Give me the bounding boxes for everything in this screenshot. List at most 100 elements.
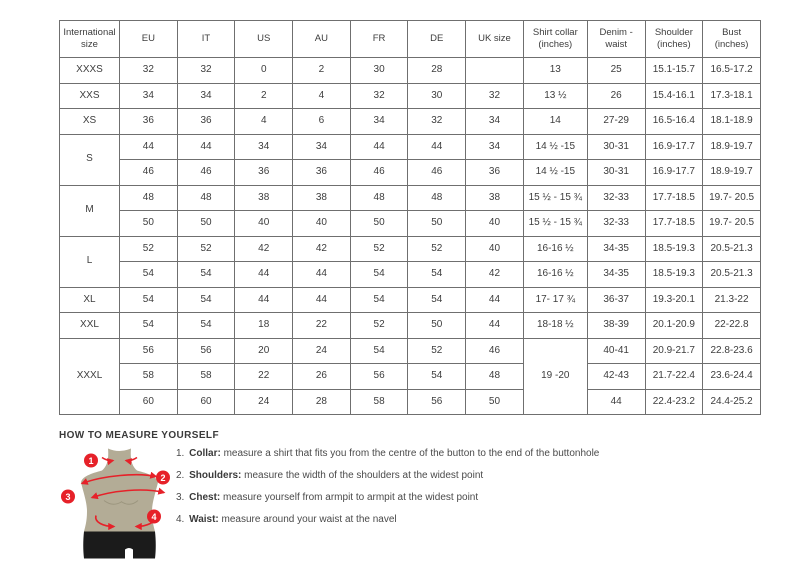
size-cell: 14 ½ -15 bbox=[522, 159, 588, 186]
chest-contour bbox=[103, 500, 139, 505]
size-cell: 54 bbox=[119, 286, 178, 313]
size-cell: 54 bbox=[349, 337, 409, 364]
size-cell: XXXS bbox=[59, 57, 120, 84]
measure-step-number: 3. bbox=[176, 492, 185, 503]
size-cell: 20.5-21.3 bbox=[702, 235, 761, 262]
size-cell: 16.5-17.2 bbox=[702, 57, 761, 84]
size-cell: 19.7- 20.5 bbox=[702, 210, 761, 237]
size-cell: 44 bbox=[176, 133, 236, 160]
size-cell: 52 bbox=[176, 235, 236, 262]
size-cell: 58 bbox=[176, 363, 236, 390]
table-row: XXXL 56 56 20 24 54 52 46 19 -20 40-41 20.9-21.7 22… bbox=[59, 337, 761, 415]
size-cell: 48 bbox=[407, 184, 467, 211]
size-cell: 20.5-21.3 bbox=[702, 261, 761, 288]
size-cell: M bbox=[59, 184, 120, 237]
column-header: AU bbox=[292, 20, 351, 58]
size-cell: 58 bbox=[119, 363, 178, 390]
size-cell: 42 bbox=[234, 235, 294, 262]
size-cell: 16-16 ½ bbox=[522, 235, 588, 262]
step-marker-3 bbox=[61, 489, 75, 504]
size-cell: 30 bbox=[407, 82, 467, 109]
size-cell: 34 bbox=[292, 133, 351, 160]
size-cell: 34 bbox=[465, 133, 524, 160]
table-row: XXS 34 34 2 4 32 30 32 13 ½ 26 15.4-16.1 17.3-18.1 bbox=[59, 82, 761, 109]
size-cell: 6 bbox=[292, 108, 351, 135]
column-header: Denim - waist bbox=[586, 20, 646, 58]
size-cell: 18.9-19.7 bbox=[702, 159, 761, 186]
size-cell: 60 bbox=[176, 388, 236, 415]
size-cell: 48 bbox=[119, 184, 178, 211]
size-cell: 28 bbox=[407, 57, 467, 84]
size-cell: 16-16 ½ bbox=[522, 261, 588, 288]
measure-steps-list: 1. Collar: measure a shirt that fits you… bbox=[176, 448, 599, 536]
size-cell: 56 bbox=[407, 388, 467, 415]
step-marker-1 bbox=[84, 453, 98, 468]
measure-step: 4. Waist: measure around your waist at t… bbox=[176, 514, 599, 525]
size-table-body: XXXS 32 32 0 2 30 28 13 25 15.1-15.7 16.5-17.2 XXS 3… bbox=[59, 57, 761, 415]
measure-step-text: measure around your waist at the navel bbox=[218, 514, 397, 525]
size-cell: 32-33 bbox=[586, 210, 646, 237]
size-cell: 54 bbox=[349, 261, 409, 288]
size-cell: 50 bbox=[407, 312, 467, 339]
size-cell: 22 bbox=[234, 363, 294, 390]
size-cell: XL bbox=[59, 286, 120, 313]
size-cell: 46 bbox=[119, 159, 178, 186]
size-cell: 19.7- 20.5 bbox=[702, 184, 761, 211]
size-cell: 50 bbox=[349, 210, 409, 237]
measure-step-label: Collar: bbox=[189, 448, 221, 459]
size-cell: 56 bbox=[176, 337, 236, 364]
column-header: IT bbox=[176, 20, 236, 58]
size-cell: 48 bbox=[176, 184, 236, 211]
size-cell: 46 bbox=[176, 159, 236, 186]
size-cell: 46 bbox=[349, 159, 409, 186]
size-cell: 38 bbox=[292, 184, 351, 211]
size-cell: 18.1-18.9 bbox=[702, 108, 761, 135]
size-cell: 24 bbox=[292, 337, 351, 364]
size-cell: 13 ½ bbox=[522, 82, 588, 109]
size-cell: 48 bbox=[465, 363, 524, 390]
size-cell: 32 bbox=[407, 108, 467, 135]
size-cell: 50 bbox=[176, 210, 236, 237]
column-header: Bust (inches) bbox=[702, 20, 761, 58]
step-marker-2-label: 2 bbox=[160, 473, 165, 483]
size-cell: 44 bbox=[465, 286, 524, 313]
size-cell: 16.9-17.7 bbox=[644, 133, 704, 160]
size-cell: 21.3-22 bbox=[702, 286, 761, 313]
size-cell: 17.7-18.5 bbox=[644, 184, 704, 211]
size-cell: 25 bbox=[586, 57, 646, 84]
size-cell: 50 bbox=[465, 388, 524, 415]
shorts-shape bbox=[83, 531, 156, 559]
size-cell: 44 bbox=[119, 133, 178, 160]
size-cell: 42 bbox=[292, 235, 351, 262]
column-header: DE bbox=[407, 20, 467, 58]
size-cell: 34 bbox=[176, 82, 236, 109]
measure-step-label: Waist: bbox=[189, 514, 219, 525]
size-cell: 34 bbox=[119, 82, 178, 109]
size-cell: S bbox=[59, 133, 120, 186]
measure-section-title: HOW TO MEASURE YOURSELF bbox=[59, 430, 219, 441]
size-cell: 19.3-20.1 bbox=[644, 286, 704, 313]
size-cell: 34-35 bbox=[586, 235, 646, 262]
step-marker-3-label: 3 bbox=[65, 492, 70, 502]
size-cell: XS bbox=[59, 108, 120, 135]
size-cell: 20.9-21.7 bbox=[644, 337, 704, 364]
size-cell: 58 bbox=[349, 388, 409, 415]
size-cell: 20.1-20.9 bbox=[644, 312, 704, 339]
size-cell: 22 bbox=[292, 312, 351, 339]
size-cell: 15.1-15.7 bbox=[644, 57, 704, 84]
size-cell: 22.8-23.6 bbox=[702, 337, 761, 364]
size-cell: 2 bbox=[234, 82, 294, 109]
size-cell: 50 bbox=[407, 210, 467, 237]
size-cell: 34-35 bbox=[586, 261, 646, 288]
size-cell: 24 bbox=[234, 388, 294, 415]
size-cell: 21.7-22.4 bbox=[644, 363, 704, 390]
size-table: International size EU IT US AU FR DE UK size Shi… bbox=[59, 20, 761, 415]
size-cell: 26 bbox=[292, 363, 351, 390]
size-cell: 23.6-24.4 bbox=[702, 363, 761, 390]
table-row: 54 54 44 44 54 54 42 16-16 ½ 34-35 18.5-19.3 20.5-… bbox=[60, 261, 761, 288]
size-cell: XXL bbox=[59, 312, 120, 339]
size-cell: 13 bbox=[522, 57, 588, 84]
size-cell: 36 bbox=[465, 159, 524, 186]
size-cell: 40 bbox=[292, 210, 351, 237]
size-cell: 16.9-17.7 bbox=[644, 159, 704, 186]
